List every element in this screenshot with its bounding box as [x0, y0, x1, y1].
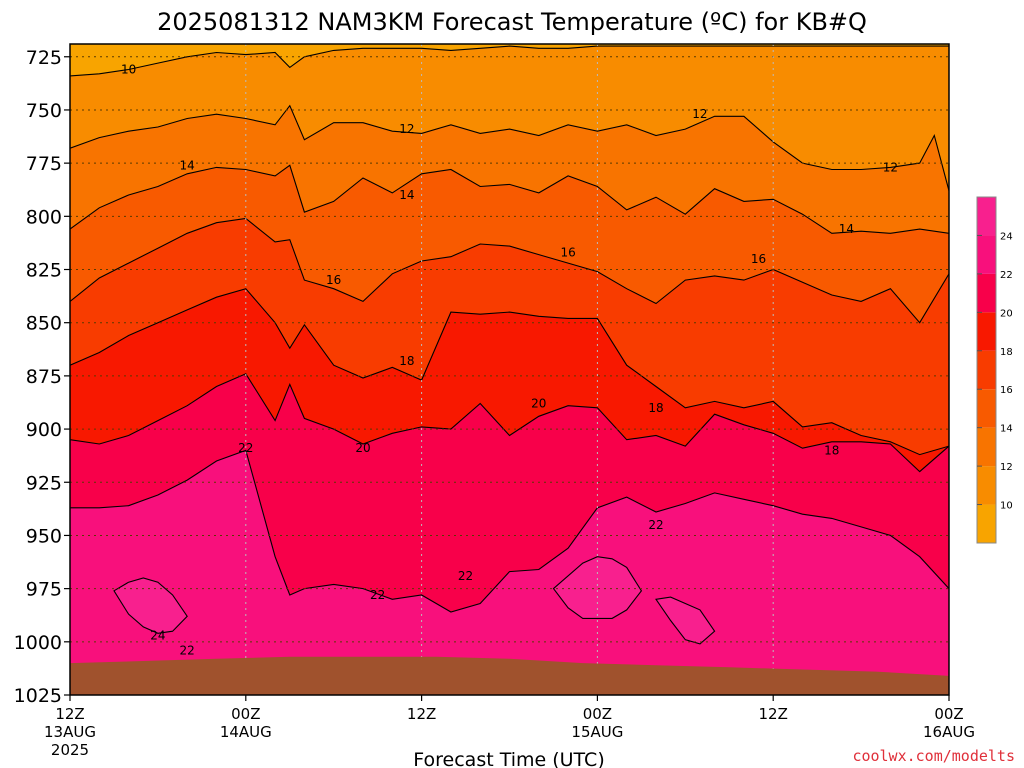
grid-lines: [70, 44, 949, 695]
contour-label: 16: [560, 245, 575, 259]
contour-label: 18: [648, 401, 663, 415]
legend-swatch: [977, 466, 996, 505]
isotherm-20: [70, 373, 949, 473]
y-tick-label: 975: [26, 579, 62, 601]
contour-label: 14: [839, 222, 854, 236]
x-tick-date: 13AUG: [44, 723, 96, 741]
y-tick-label: 1025: [14, 685, 62, 707]
y-tick-label: 775: [26, 153, 62, 175]
contour-label: 16: [326, 273, 341, 287]
contour-label: 20: [531, 397, 546, 411]
contour-label: 12: [399, 122, 414, 136]
contour-labels: 10 12 12 12 14 14 14 16 16 16 18 18 18 20 20 22 22 22 22 22…: [121, 63, 898, 658]
contour-label: 10: [121, 63, 136, 77]
color-legend: 10 12 14 16 18 20 22 24: [976, 196, 1013, 544]
y-tick-label: 825: [26, 260, 62, 282]
isotherm-contours: [70, 45, 949, 645]
legend-swatch: [977, 389, 996, 428]
x-tick-label: 12Z: [407, 705, 436, 723]
contour-label: 18: [824, 443, 839, 457]
y-tick-label: 750: [26, 100, 62, 122]
contour-label: 22: [180, 643, 195, 657]
temperature-fill-bands: [70, 44, 949, 695]
legend-label: 16: [1000, 385, 1013, 396]
contour-label: 22: [238, 441, 253, 455]
x-tick-label: 12Z: [55, 705, 84, 723]
x-tick-label: 00Z: [583, 705, 612, 723]
x-axis-label: Forecast Time (UTC): [413, 749, 604, 768]
isotherm-12: [70, 104, 949, 191]
contour-label: 22: [370, 588, 385, 602]
legend-swatch: [977, 273, 996, 313]
y-tick-label: 875: [26, 366, 62, 388]
isotherm-22: [70, 449, 949, 613]
contour-label: 22: [458, 569, 473, 583]
legend-swatch: [977, 427, 996, 467]
legend-label: 24: [1000, 231, 1013, 242]
legend-frame: [976, 196, 997, 544]
legend-label: 12: [1000, 462, 1013, 473]
legend-label: 22: [1000, 270, 1013, 281]
contour-label: 12: [883, 160, 898, 174]
plot-area: 10 12 12 12 14 14 14 16 16 16 18 18 18 20 20 22 22 22 22 22…: [70, 44, 949, 695]
contour-label: 20: [355, 441, 370, 455]
contour-label: 14: [399, 188, 414, 202]
x-tick-label: 00Z: [934, 705, 963, 723]
plot-frame: [69, 43, 950, 696]
isotherm-16: [70, 217, 949, 324]
contour-label: 24: [150, 628, 165, 642]
y-tick-label: 925: [26, 472, 62, 494]
y-tick-label: 900: [26, 419, 62, 441]
legend-swatch: [977, 197, 996, 236]
legend-label: 20: [1000, 308, 1013, 319]
x-tick-date: 16AUG: [923, 723, 975, 741]
legend-swatch: [977, 350, 996, 390]
contour-label: 22: [648, 518, 663, 532]
y-tick-label: 800: [26, 206, 62, 228]
y-tick-label: 1000: [14, 632, 62, 654]
contour-label: 18: [399, 354, 414, 368]
y-tick-label: 850: [26, 313, 62, 335]
pressure-axis: 725 750 775 800 825 850 875 900 925 950 975 1000 102…: [14, 47, 70, 707]
contour-label: 14: [180, 158, 195, 172]
band-fill-above-24: [656, 597, 715, 644]
legend-label: 18: [1000, 347, 1013, 358]
chart-title: 2025081312 NAM3KM Forecast Temperature (…: [157, 8, 867, 36]
x-tick-year: 2025: [51, 741, 89, 759]
legend-swatch: [977, 504, 996, 543]
isotherm-14: [70, 164, 949, 234]
legend-swatch: [977, 235, 996, 274]
isotherm-10: [70, 45, 949, 77]
band-fill-above-22: [70, 450, 949, 695]
isotherm-24: [113, 577, 188, 634]
y-tick-label: 725: [26, 47, 62, 69]
terrain-ground: [70, 656, 949, 695]
legend-label: 10: [1000, 501, 1013, 512]
isotherm-24: [655, 596, 716, 645]
x-tick-label: 00Z: [231, 705, 260, 723]
band-fill-above-24: [553, 556, 642, 619]
legend-label: 14: [1000, 424, 1013, 435]
credit-text: coolwx.com/modelts: [852, 747, 1015, 765]
legend-swatch: [977, 312, 996, 351]
x-tick-date: 15AUG: [571, 723, 623, 741]
contour-label: 16: [751, 252, 766, 266]
isotherm-18: [70, 288, 949, 456]
contour-label: 12: [692, 107, 707, 121]
x-tick-label: 12Z: [759, 705, 788, 723]
x-tick-date: 14AUG: [220, 723, 272, 741]
isotherm-24: [552, 556, 643, 619]
y-tick-label: 950: [26, 525, 62, 547]
